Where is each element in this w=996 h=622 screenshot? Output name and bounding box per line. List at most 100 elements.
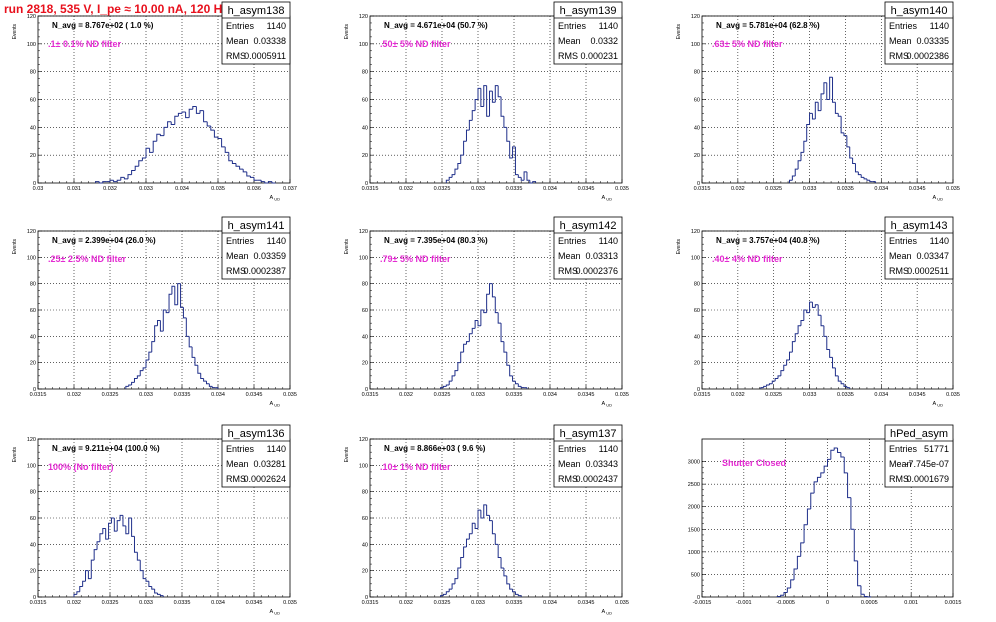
stats-value: 1140 xyxy=(930,236,949,246)
x-tick-label: 0.033 xyxy=(803,186,817,192)
x-tick-label: 0 xyxy=(826,600,829,606)
histogram-bin xyxy=(852,157,856,165)
x-tick-label: 0.0325 xyxy=(102,392,119,398)
y-tick-label: 60 xyxy=(362,516,368,522)
histogram-bin xyxy=(500,96,504,117)
y-tick-label: 0 xyxy=(33,387,36,393)
y-tick-label: 100 xyxy=(359,42,368,48)
histogram-bin xyxy=(224,146,229,153)
histogram-bin xyxy=(141,157,146,161)
histogram-bin xyxy=(102,528,106,534)
histogram-bin xyxy=(145,578,149,582)
histogram-bin xyxy=(463,343,467,353)
histogram-bin xyxy=(774,377,779,382)
y-tick-label: 80 xyxy=(362,490,368,496)
histogram-bin xyxy=(503,568,507,577)
y-tick-label: 40 xyxy=(694,125,700,131)
navg-annotation: N_avg = 9.211e+04 (100.0 %) xyxy=(52,444,160,453)
stats-label: Mean xyxy=(889,36,912,46)
stats-value: 0.0005911 xyxy=(244,51,286,61)
x-tick-label: -0.001 xyxy=(736,600,752,606)
y-tick-label: 0 xyxy=(33,595,36,601)
x-tick-label: 0.033 xyxy=(139,600,153,606)
histogram-bin xyxy=(843,132,847,137)
histogram-bin xyxy=(170,121,175,126)
y-tick-label: 100 xyxy=(27,463,36,469)
y-tick-label: 80 xyxy=(30,282,36,288)
run-title: run 2818, 535 V, I_pe ≈ 10.00 nA, 120 Hz xyxy=(4,2,229,16)
histogram-bin xyxy=(253,177,258,181)
stats-value: 0.0002376 xyxy=(575,266,618,276)
stats-label: RMS xyxy=(889,474,909,484)
histogram-bin xyxy=(866,178,870,181)
histogram-bin xyxy=(133,536,138,553)
y-tick-label: 120 xyxy=(691,229,700,235)
stats-label: Entries xyxy=(558,21,587,31)
x-tick-label: 0.032 xyxy=(731,392,745,398)
y-tick-label: 40 xyxy=(30,334,36,340)
stats-label: Mean xyxy=(558,459,581,469)
stats-label: RMS xyxy=(226,51,246,61)
histogram-bin xyxy=(837,113,842,117)
histogram-bin xyxy=(457,362,461,371)
histogram-bin xyxy=(468,119,473,131)
y-tick-label: 0 xyxy=(697,595,700,601)
histogram-bin xyxy=(159,134,164,137)
histogram-bin xyxy=(846,135,850,148)
histogram-bin xyxy=(145,147,150,158)
histogram-bin xyxy=(817,102,822,112)
histogram-bin xyxy=(854,163,859,173)
histogram-panel-h_asym142: 0.0315 0.032 0.0325 0.033 0.0335 0.034 0.0345 0… xyxy=(344,216,629,408)
histogram-bin xyxy=(506,575,510,585)
histogram-bin xyxy=(182,307,187,319)
histogram-bin xyxy=(829,76,833,100)
y-axis-label: Events xyxy=(12,447,18,463)
y-axis-label: Events xyxy=(344,447,350,463)
histogram-bin xyxy=(847,472,851,499)
histogram-bin xyxy=(180,283,184,308)
histogram-bin xyxy=(786,587,791,593)
histogram-bin xyxy=(159,320,164,332)
histogram-bin xyxy=(832,77,836,103)
histogram-bin xyxy=(780,370,784,376)
x-tick-label: 0.0345 xyxy=(246,600,263,606)
histogram-bin xyxy=(82,580,86,587)
histogram-bin xyxy=(151,586,155,590)
stats-box-title: h_asym142 xyxy=(560,220,617,232)
y-axis-label: Events xyxy=(12,239,18,255)
histogram-bin xyxy=(809,301,813,313)
histogram-bin xyxy=(506,352,510,366)
histogram-bin xyxy=(869,180,873,183)
histogram-bin xyxy=(134,165,139,171)
x-tick-label: 0.03 xyxy=(33,186,44,192)
histogram-bin xyxy=(820,93,824,111)
histogram-bin xyxy=(809,112,813,125)
stats-label: Entries xyxy=(889,236,918,246)
histogram-bin xyxy=(497,312,502,324)
histogram-bin xyxy=(500,323,504,343)
navg-annotation: N_avg = 3.757e+04 (40.8 %) xyxy=(716,236,820,245)
histogram-bin xyxy=(188,108,193,118)
stats-label: Mean xyxy=(226,459,249,469)
histogram-bin xyxy=(509,583,513,590)
histogram-bin xyxy=(116,520,121,532)
y-tick-label: 0 xyxy=(365,387,368,393)
histogram-bin xyxy=(850,497,855,530)
histogram-bin xyxy=(113,518,118,532)
y-tick-label: 0 xyxy=(33,181,36,187)
histogram-bin xyxy=(139,370,144,376)
navg-annotation: N_avg = 7.395e+04 (80.3 %) xyxy=(384,236,488,245)
stats-value: 0.0002437 xyxy=(575,474,618,484)
histogram-bin xyxy=(148,351,152,361)
histogram-bin xyxy=(203,110,208,123)
x-tick-label: 0.0325 xyxy=(102,600,119,606)
histogram-bin xyxy=(208,383,213,387)
histogram-bin xyxy=(512,146,516,158)
histogram-bin xyxy=(157,593,161,595)
histogram-bin xyxy=(843,457,848,474)
y-tick-label: 40 xyxy=(362,125,368,131)
y-tick-label: 1500 xyxy=(688,527,700,533)
histogram-bin xyxy=(783,591,788,596)
histogram-bin xyxy=(87,570,92,580)
y-tick-label: 120 xyxy=(359,14,368,20)
